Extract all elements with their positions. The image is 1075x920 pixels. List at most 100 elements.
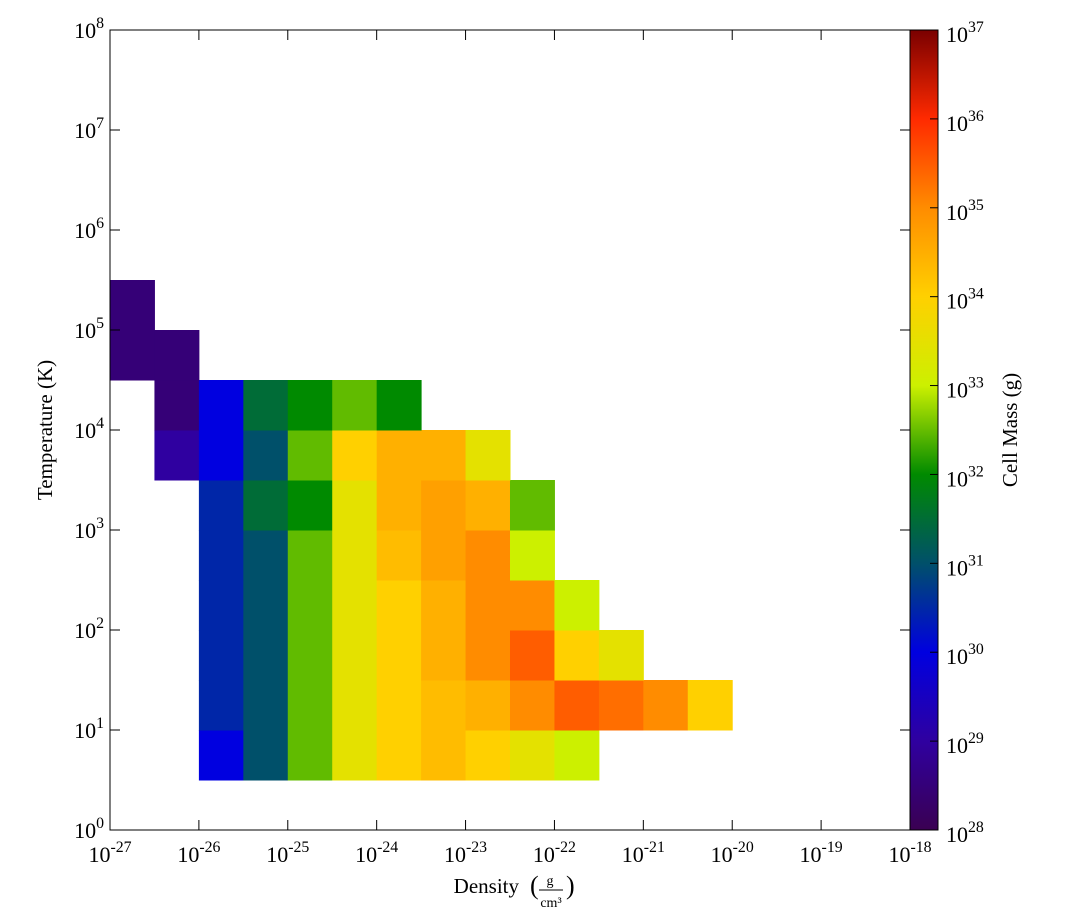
colorbar-tick-label: 1034	[946, 286, 984, 314]
heatmap-cell	[332, 530, 378, 581]
heatmap-cell	[287, 630, 333, 681]
heatmap-cell	[376, 530, 422, 581]
heatmap-cell	[110, 280, 155, 331]
heatmap-cell	[332, 380, 378, 431]
heatmap-cell	[154, 330, 200, 381]
heatmap-cell	[554, 730, 600, 781]
heatmap-cell	[110, 330, 155, 381]
colorbar-label: Cell Mass (g)	[998, 373, 1022, 487]
y-tick-label: 104	[74, 415, 104, 443]
heatmap-cell	[509, 530, 555, 581]
heatmap-cell	[198, 430, 244, 481]
y-tick-label: 108	[74, 15, 104, 43]
heatmap-cell	[509, 680, 555, 731]
colorbar-tick-label: 1028	[946, 819, 984, 847]
heatmap-cell	[465, 530, 511, 581]
x-tick-label: 10-23	[444, 839, 487, 867]
heatmap-cell	[376, 730, 422, 781]
x-tick-label: 10-24	[355, 839, 398, 867]
heatmap-cell	[332, 630, 378, 681]
heatmap-cell	[598, 680, 644, 731]
y-axis-label: Temperature (K)	[33, 360, 57, 500]
heatmap-cell	[198, 530, 244, 581]
heatmap-cell	[332, 430, 378, 481]
heatmap-cell	[509, 480, 555, 531]
colorbar-tick-label: 1036	[946, 108, 984, 136]
heatmap-cell	[198, 680, 244, 731]
heatmap-cell	[198, 480, 244, 531]
heatmap-cell	[376, 480, 422, 531]
heatmap-cell	[465, 480, 511, 531]
heatmap-cell	[243, 730, 289, 781]
heatmap-cell	[287, 530, 333, 581]
heatmap-cell	[687, 680, 733, 731]
heatmap-cell	[509, 630, 555, 681]
heatmap-cell	[509, 580, 555, 631]
y-tick-label: 100	[74, 815, 104, 843]
heatmap-cell	[243, 630, 289, 681]
heatmap-cell	[376, 630, 422, 681]
x-tick-label: 10-26	[177, 839, 220, 867]
heatmap-cell	[332, 480, 378, 531]
y-tick-label: 102	[74, 615, 104, 643]
paren: )	[566, 871, 575, 900]
heatmap-cell	[243, 430, 289, 481]
heatmap-cell	[421, 680, 467, 731]
heatmap-cell	[287, 430, 333, 481]
heatmap-cell	[287, 480, 333, 531]
heatmap-cell	[243, 530, 289, 581]
heatmap-cell	[554, 680, 600, 731]
unit-numerator: g	[547, 874, 554, 889]
heatmap-cell	[465, 630, 511, 681]
heatmap-cell	[376, 580, 422, 631]
x-tick-label: 10-20	[711, 839, 754, 867]
heatmap-cell	[243, 580, 289, 631]
y-tick-label: 107	[74, 115, 104, 143]
y-tick-label: 103	[74, 515, 104, 543]
heatmap-cell	[287, 580, 333, 631]
heatmap-cell	[554, 580, 600, 631]
heatmap-cell	[465, 430, 511, 481]
heatmap-cell	[598, 630, 644, 681]
colorbar-tick-label: 1030	[946, 641, 984, 669]
heatmap-cell	[465, 680, 511, 731]
heatmap-cell	[287, 380, 333, 431]
colorbar-tick-label: 1029	[946, 730, 984, 758]
x-tick-label: 10-18	[888, 839, 931, 867]
heatmap-cell	[332, 580, 378, 631]
unit-denominator: cm³	[540, 896, 561, 911]
colorbar-tick-label: 1032	[946, 463, 984, 491]
heatmap-cell	[332, 730, 378, 781]
heatmap-cell	[376, 680, 422, 731]
colorbar-tick-label: 1031	[946, 552, 984, 580]
y-tick-label: 105	[74, 315, 104, 343]
heatmap-cell	[154, 380, 200, 431]
heatmap-cell	[243, 480, 289, 531]
x-tick-label: 10-19	[800, 839, 843, 867]
heatmap-cell	[376, 430, 422, 481]
x-tick-label: 10-25	[266, 839, 309, 867]
heatmap-cell	[421, 480, 467, 531]
heatmap-cell	[421, 730, 467, 781]
heatmap	[110, 280, 733, 781]
heatmap-cell	[287, 730, 333, 781]
heatmap-cell	[287, 680, 333, 731]
x-tick-label: 10-21	[622, 839, 665, 867]
heatmap-cell	[643, 680, 689, 731]
heatmap-cell	[465, 730, 511, 781]
heatmap-cell	[421, 630, 467, 681]
heatmap-cell	[243, 380, 289, 431]
colorbar-tick-label: 1035	[946, 197, 984, 225]
heatmap-cell	[198, 580, 244, 631]
heatmap-cell	[332, 680, 378, 731]
y-tick-label: 101	[74, 715, 104, 743]
colorbar-tick-label: 1037	[946, 19, 984, 47]
x-tick-label: 10-27	[88, 839, 131, 867]
heatmap-cell	[421, 430, 467, 481]
heatmap-cell	[554, 630, 600, 681]
heatmap-cell	[198, 730, 244, 781]
heatmap-cell	[243, 680, 289, 731]
heatmap-cell	[376, 380, 422, 431]
heatmap-cell	[198, 380, 244, 431]
